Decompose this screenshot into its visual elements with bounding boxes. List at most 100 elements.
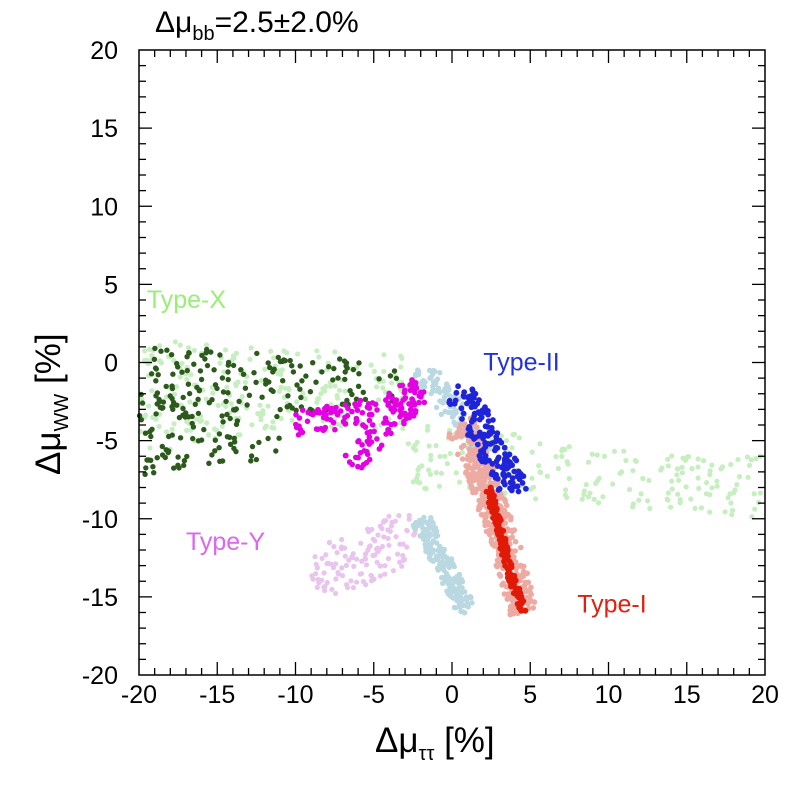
data-point	[416, 399, 422, 406]
data-point	[446, 397, 453, 404]
data-point	[363, 459, 370, 466]
data-point	[233, 350, 239, 356]
data-point	[433, 443, 439, 449]
data-point	[298, 394, 304, 401]
data-point	[458, 595, 464, 601]
data-point	[358, 540, 364, 546]
data-point	[324, 561, 330, 567]
data-point	[645, 498, 651, 504]
data-point	[516, 435, 523, 441]
data-point	[216, 431, 223, 437]
chart-title-prefix: Δμ	[155, 6, 192, 39]
data-point	[468, 476, 474, 482]
chart-title: Δμbb=2.5±2.0%	[155, 6, 359, 45]
data-point	[313, 561, 319, 568]
data-point	[374, 559, 380, 565]
data-point	[186, 345, 192, 351]
data-point	[438, 411, 444, 418]
data-point	[367, 543, 373, 549]
data-point	[471, 412, 478, 419]
data-point	[718, 466, 724, 472]
data-point	[514, 473, 521, 480]
data-point	[381, 368, 387, 375]
y-axis-title-subscript: WW	[51, 394, 73, 432]
data-point	[305, 409, 312, 416]
data-point	[265, 435, 271, 442]
data-point	[276, 388, 282, 394]
data-point	[155, 372, 161, 378]
data-point	[423, 544, 429, 551]
data-point	[440, 398, 447, 404]
series-5	[136, 345, 400, 477]
data-point	[175, 454, 181, 460]
data-point	[227, 415, 233, 422]
data-point	[374, 384, 380, 390]
data-point	[179, 369, 185, 375]
data-point	[263, 381, 269, 387]
data-point	[437, 552, 443, 558]
data-point	[466, 446, 473, 453]
data-point	[495, 487, 502, 493]
data-point	[488, 536, 495, 543]
data-point	[333, 561, 339, 567]
data-point	[450, 580, 456, 587]
data-point	[714, 478, 720, 484]
data-point	[248, 458, 254, 464]
x-tick-label: 0	[445, 681, 459, 709]
x-tick-label: 5	[523, 681, 537, 709]
y-axis-title-suffix: [%]	[29, 333, 68, 393]
data-point	[493, 562, 500, 569]
data-point	[391, 421, 398, 427]
data-point	[688, 496, 694, 502]
data-point	[399, 563, 405, 569]
data-point	[390, 409, 397, 415]
data-point	[659, 465, 665, 471]
data-point	[522, 607, 529, 614]
data-point	[381, 534, 387, 540]
data-point	[734, 482, 740, 488]
data-point	[560, 446, 566, 452]
data-point	[337, 408, 344, 414]
data-point	[324, 579, 330, 586]
data-point	[507, 516, 514, 523]
data-point	[466, 395, 472, 402]
data-point	[299, 407, 306, 414]
data-point	[390, 568, 396, 574]
data-point	[233, 448, 239, 455]
data-point	[232, 439, 238, 445]
data-point	[184, 376, 190, 382]
data-point	[294, 382, 300, 388]
data-point	[224, 411, 230, 418]
data-point	[398, 364, 404, 370]
data-point	[142, 471, 148, 477]
x-axis-title-prefix: Δμ	[375, 721, 419, 760]
data-point	[469, 386, 476, 393]
data-point	[610, 481, 616, 487]
data-point	[411, 386, 418, 393]
data-point	[383, 418, 389, 425]
data-point	[419, 378, 426, 385]
data-point	[474, 400, 481, 407]
data-point	[239, 393, 245, 400]
data-point	[385, 402, 391, 408]
data-point	[528, 584, 534, 591]
data-point	[517, 590, 524, 596]
data-point	[442, 453, 448, 459]
data-point	[506, 558, 513, 565]
data-point	[263, 423, 269, 429]
data-point	[488, 487, 495, 494]
data-point	[494, 529, 501, 536]
data-point	[147, 445, 153, 451]
y-tick-label: -15	[82, 584, 118, 612]
data-point	[492, 447, 498, 454]
data-points	[136, 339, 764, 618]
data-point	[156, 396, 162, 403]
data-point	[400, 541, 406, 547]
data-point	[486, 429, 493, 436]
data-point	[424, 427, 431, 433]
data-point	[185, 381, 192, 387]
data-point	[579, 496, 585, 502]
data-point	[382, 563, 388, 569]
data-point	[698, 505, 705, 511]
data-point	[753, 455, 759, 462]
